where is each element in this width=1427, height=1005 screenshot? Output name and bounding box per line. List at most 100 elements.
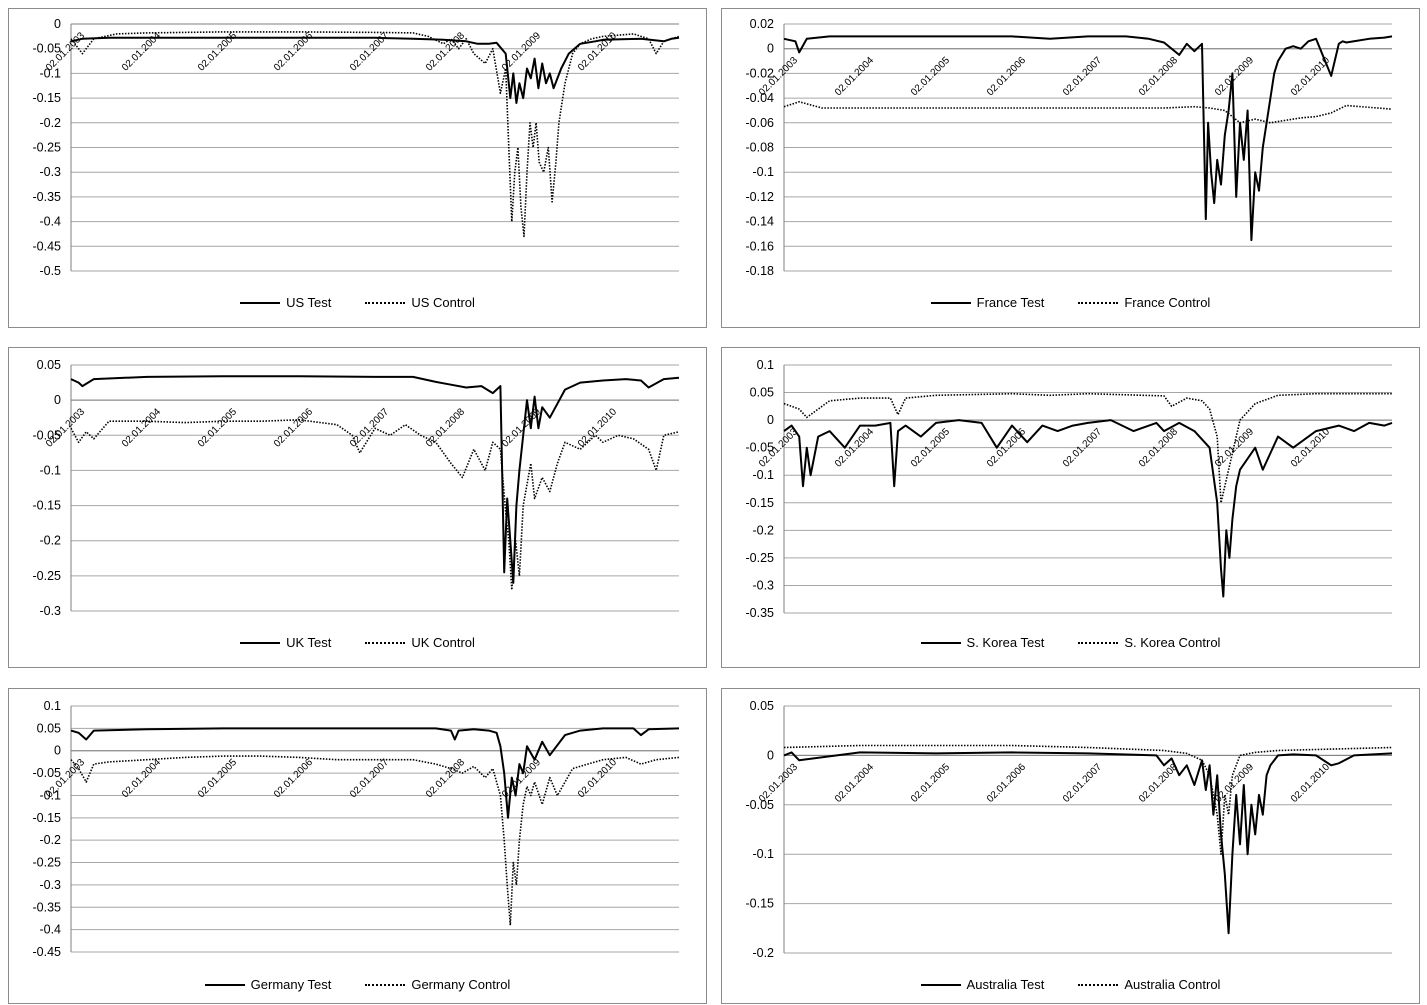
- legend-swatch-solid: [920, 641, 961, 644]
- chart-panel-uk: 0.05 0 -0.05 -0.1 -0.15 -0.2 -0.25 -0.3 02.01.20…: [8, 347, 707, 668]
- x-tick-label: 02.01.2006: [985, 761, 1028, 804]
- y-tick-label: 0: [54, 393, 61, 407]
- y-tick-label: 0.1: [757, 358, 774, 372]
- chart-panel-korea: 0.1 0.05 0 -0.05 -0.1 -0.15 -0.2 -0.25 -0.3 -0.35…: [721, 347, 1420, 668]
- y-tick-label: 0.1: [44, 699, 61, 713]
- y-tick-label: -0.3: [752, 578, 774, 592]
- series-line-control: [783, 101, 1393, 124]
- legend-item-control: S. Korea Control: [1078, 635, 1220, 650]
- legend-label: Germany Control: [411, 977, 511, 992]
- y-tick-label: -0.1: [39, 788, 61, 802]
- y-tick-label: -0.2: [752, 946, 774, 960]
- y-tick-label: -0.06: [746, 116, 775, 130]
- series-line-test: [70, 727, 680, 819]
- y-tick-label: 0: [767, 42, 774, 56]
- legend-france: France Test France Control: [722, 295, 1419, 310]
- legend-swatch-solid: [204, 983, 245, 986]
- y-tick-label: 0: [767, 413, 774, 427]
- chart-svg-germany: 0.1 0.05 0 -0.05 -0.1 -0.15 -0.2 -0.25 -0.3 -0.35…: [33, 699, 680, 959]
- x-tick-label: 02.01.2006: [985, 55, 1028, 98]
- y-tick-label: -0.3: [39, 165, 61, 179]
- chart-panel-australia: 0.05 0 -0.05 -0.1 -0.15 -0.2 02.01.2003 02.01.2…: [721, 688, 1420, 1004]
- x-tick-label: 02.01.2008: [424, 30, 467, 73]
- y-tick-label: -0.05: [33, 766, 62, 780]
- y-tick-label: -0.08: [746, 141, 775, 155]
- x-tick-label: 02.01.2010: [576, 406, 619, 449]
- y-tick-label: -0.15: [33, 91, 62, 105]
- chart-svg-us: 0 -0.05 -0.1 -0.15 -0.2 -0.25 -0.3 -0.35 -0.4 -0.…: [33, 17, 680, 278]
- legend-item-test: Australia Test: [920, 977, 1044, 992]
- y-tick-label: -0.2: [39, 833, 61, 847]
- x-tick-label: 02.01.2004: [120, 30, 163, 73]
- x-tick-label: 02.01.2003: [757, 761, 800, 804]
- x-tick-label: 02.01.2008: [424, 406, 467, 449]
- x-tick-label: 02.01.2005: [196, 757, 239, 800]
- y-tick-label: -0.04: [746, 91, 775, 105]
- legend-label: Germany Test: [250, 977, 332, 992]
- y-tick-label: -0.16: [746, 239, 775, 253]
- legend-item-test: US Test: [240, 295, 331, 310]
- x-tick-label: 02.01.2004: [833, 55, 876, 98]
- series-line-control: [70, 419, 680, 591]
- chart-panel-us: 0 -0.05 -0.1 -0.15 -0.2 -0.25 -0.3 -0.35 -0.4 -0.…: [8, 8, 707, 328]
- legend-label: UK Control: [411, 635, 475, 650]
- chart-svg-korea: 0.1 0.05 0 -0.05 -0.1 -0.15 -0.2 -0.25 -0.3 -0.35…: [746, 358, 1393, 620]
- series-line-test: [783, 751, 1393, 935]
- legend-australia: Australia Test Australia Control: [722, 977, 1419, 992]
- x-tick-label: 02.01.2007: [1061, 761, 1104, 804]
- legend-item-control: UK Control: [365, 635, 475, 650]
- y-tick-label: -0.15: [746, 897, 775, 911]
- legend-label: Australia Control: [1124, 977, 1221, 992]
- y-tick-label: -0.25: [33, 569, 62, 583]
- x-tick-label: 02.01.2008: [1137, 761, 1180, 804]
- legend-label: France Test: [976, 295, 1045, 310]
- y-tick-label: -0.35: [746, 606, 775, 620]
- legend-swatch-dotted: [1078, 983, 1119, 986]
- x-tick-label: 02.01.2004: [833, 761, 876, 804]
- legend-label: S. Korea Control: [1124, 635, 1221, 650]
- x-tick-label: 02.01.2010: [576, 30, 619, 73]
- x-tick-label: 02.01.2005: [196, 30, 239, 73]
- y-tick-label: -0.18: [746, 264, 775, 278]
- y-tick-label: -0.05: [746, 798, 775, 812]
- legend-label: US Control: [411, 295, 475, 310]
- y-tick-label: -0.1: [39, 66, 61, 80]
- legend-item-control: Germany Control: [365, 977, 510, 992]
- y-tick-label: -0.25: [33, 141, 62, 155]
- legend-item-test: France Test: [930, 295, 1045, 310]
- y-tick-label: -0.1: [752, 165, 774, 179]
- y-tick-label: -0.1: [39, 463, 61, 477]
- chart-svg-australia: 0.05 0 -0.05 -0.1 -0.15 -0.2 02.01.2003 02.01.2…: [746, 699, 1393, 960]
- x-tick-label: 02.01.2007: [1061, 55, 1104, 98]
- x-tick-label: 02.01.2010: [576, 757, 619, 800]
- y-tick-label: 0: [54, 744, 61, 758]
- y-tick-label: -0.45: [33, 239, 62, 253]
- y-tick-label: -0.05: [746, 441, 775, 455]
- y-tick-label: 0.05: [37, 358, 61, 372]
- legend-uk: UK Test UK Control: [9, 635, 706, 650]
- y-tick-label: -0.05: [33, 428, 62, 442]
- y-tick-label: 0: [54, 17, 61, 31]
- legend-swatch-dotted: [1078, 301, 1119, 304]
- x-tick-label: 02.01.2007: [348, 406, 391, 449]
- x-tick-label: 02.01.2006: [272, 406, 315, 449]
- series-line-test: [783, 419, 1393, 598]
- legend-korea: S. Korea Test S. Korea Control: [722, 635, 1419, 650]
- x-tick-label: 02.01.2006: [272, 757, 315, 800]
- y-tick-label: -0.45: [33, 945, 62, 959]
- legend-swatch-solid: [930, 301, 971, 304]
- y-tick-label: -0.1: [752, 847, 774, 861]
- y-tick-label: 0.05: [37, 721, 61, 735]
- y-tick-label: -0.15: [33, 811, 62, 825]
- y-tick-label: 0: [767, 748, 774, 762]
- series-line-test: [70, 375, 680, 584]
- y-tick-label: -0.25: [33, 856, 62, 870]
- x-tick-label: 02.01.2010: [1289, 761, 1332, 804]
- y-tick-label: -0.15: [746, 496, 775, 510]
- y-tick-label: -0.2: [752, 523, 774, 537]
- legend-label: UK Test: [286, 635, 332, 650]
- y-tick-label: -0.2: [39, 534, 61, 548]
- y-tick-label: -0.15: [33, 499, 62, 513]
- y-tick-label: -0.14: [746, 215, 775, 229]
- legend-item-test: Germany Test: [204, 977, 332, 992]
